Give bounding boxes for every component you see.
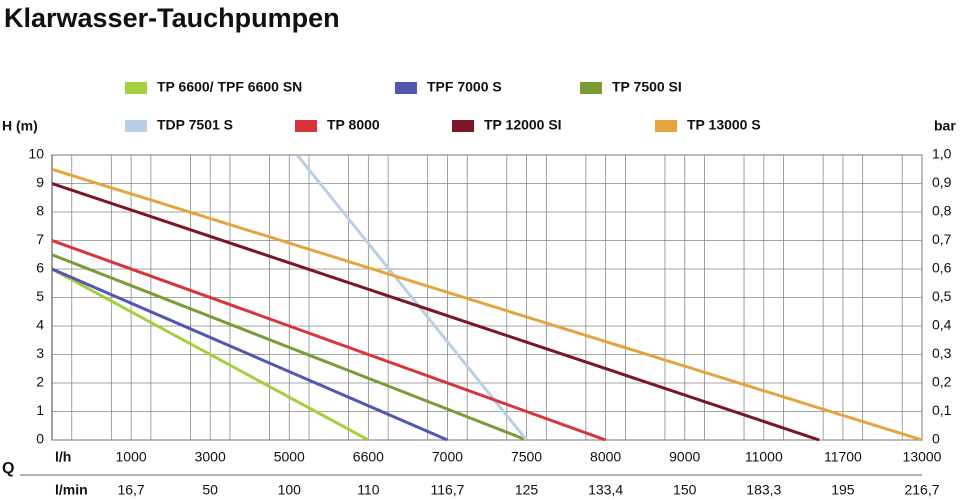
legend-label: TP 12000 SI — [484, 117, 562, 133]
series-line — [52, 267, 449, 441]
x-tick-label: 5000 — [274, 449, 305, 465]
series-line — [296, 155, 528, 441]
y2-tick-label: 0,1 — [932, 402, 952, 418]
q-tick-label: 125 — [515, 482, 539, 498]
series-line — [52, 182, 820, 441]
series-line — [52, 239, 607, 441]
q-row-label: l/min — [55, 482, 88, 498]
x-tick-label: 3000 — [195, 449, 226, 465]
q-tick-label: 195 — [831, 482, 855, 498]
legend-label: TP 13000 S — [687, 117, 761, 133]
legend-label: TP 7500 SI — [612, 79, 682, 95]
y2-tick-label: 0,2 — [932, 374, 952, 390]
legend-swatch — [395, 82, 417, 94]
y2-tick-label: 0 — [932, 431, 940, 447]
x-tick-label: 7000 — [432, 449, 463, 465]
legend-swatch — [655, 120, 677, 132]
x-tick-label: 11000 — [745, 449, 783, 465]
x-row-label: l/h — [55, 449, 71, 465]
y2-tick-label: 0,3 — [932, 345, 952, 361]
q-label: Q — [2, 460, 14, 477]
y2-tick-label: 0,5 — [932, 288, 952, 304]
y2-tick-label: 1,0 — [932, 146, 952, 162]
q-tick-label: 50 — [202, 482, 218, 498]
y2-tick-label: 0,9 — [932, 174, 952, 190]
x-tick-label: 11700 — [824, 449, 862, 465]
q-tick-label: 16,7 — [117, 482, 144, 498]
q-tick-label: 150 — [673, 482, 697, 498]
y-tick-label: 0 — [36, 431, 44, 447]
q-tick-label: 100 — [278, 482, 302, 498]
y-tick-label: 8 — [36, 203, 44, 219]
y-tick-label: 6 — [36, 260, 44, 276]
y2-tick-label: 0,6 — [932, 260, 952, 276]
legend-swatch — [452, 120, 474, 132]
q-tick-label: 183,3 — [746, 482, 781, 498]
legend-label: TDP 7501 S — [157, 117, 233, 133]
legend-label: TP 8000 — [327, 117, 380, 133]
legend-swatch — [125, 120, 147, 132]
y-tick-label: 7 — [36, 231, 44, 247]
x-tick-label: 7500 — [511, 449, 542, 465]
y2-tick-label: 0,4 — [932, 317, 952, 333]
y-tick-label: 1 — [36, 402, 44, 418]
y-tick-label: 10 — [28, 146, 44, 162]
legend-swatch — [125, 82, 147, 94]
series-line — [52, 267, 370, 441]
y2-axis-label: bar — [934, 118, 956, 134]
y-tick-label: 4 — [36, 317, 44, 333]
x-tick-label: 13000 — [903, 449, 942, 465]
series-line — [52, 253, 528, 441]
y-axis-label: H (m) — [2, 118, 38, 134]
legend-swatch — [580, 82, 602, 94]
y-tick-label: 5 — [36, 288, 44, 304]
legend-label: TPF 7000 S — [427, 79, 502, 95]
q-tick-label: 110 — [357, 482, 380, 498]
y-tick-label: 2 — [36, 374, 44, 390]
q-tick-label: 116,7 — [430, 482, 464, 498]
x-tick-label: 1000 — [116, 449, 147, 465]
y-tick-label: 3 — [36, 345, 44, 361]
y-tick-label: 9 — [36, 174, 44, 190]
series-line — [52, 167, 922, 441]
legend-swatch — [295, 120, 317, 132]
y2-tick-label: 0,8 — [932, 203, 952, 219]
legend-label: TP 6600/ TPF 6600 SN — [157, 79, 302, 95]
y2-tick-label: 0,7 — [932, 231, 952, 247]
x-tick-label: 9000 — [669, 449, 700, 465]
chart-title: Klarwasser-Tauchpumpen — [4, 3, 340, 33]
q-tick-label: 216,7 — [904, 482, 939, 498]
q-tick-label: 133,4 — [588, 482, 623, 498]
x-tick-label: 8000 — [590, 449, 621, 465]
x-tick-label: 6600 — [353, 449, 384, 465]
